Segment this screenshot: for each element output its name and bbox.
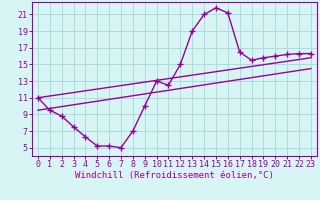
X-axis label: Windchill (Refroidissement éolien,°C): Windchill (Refroidissement éolien,°C) xyxy=(75,171,274,180)
